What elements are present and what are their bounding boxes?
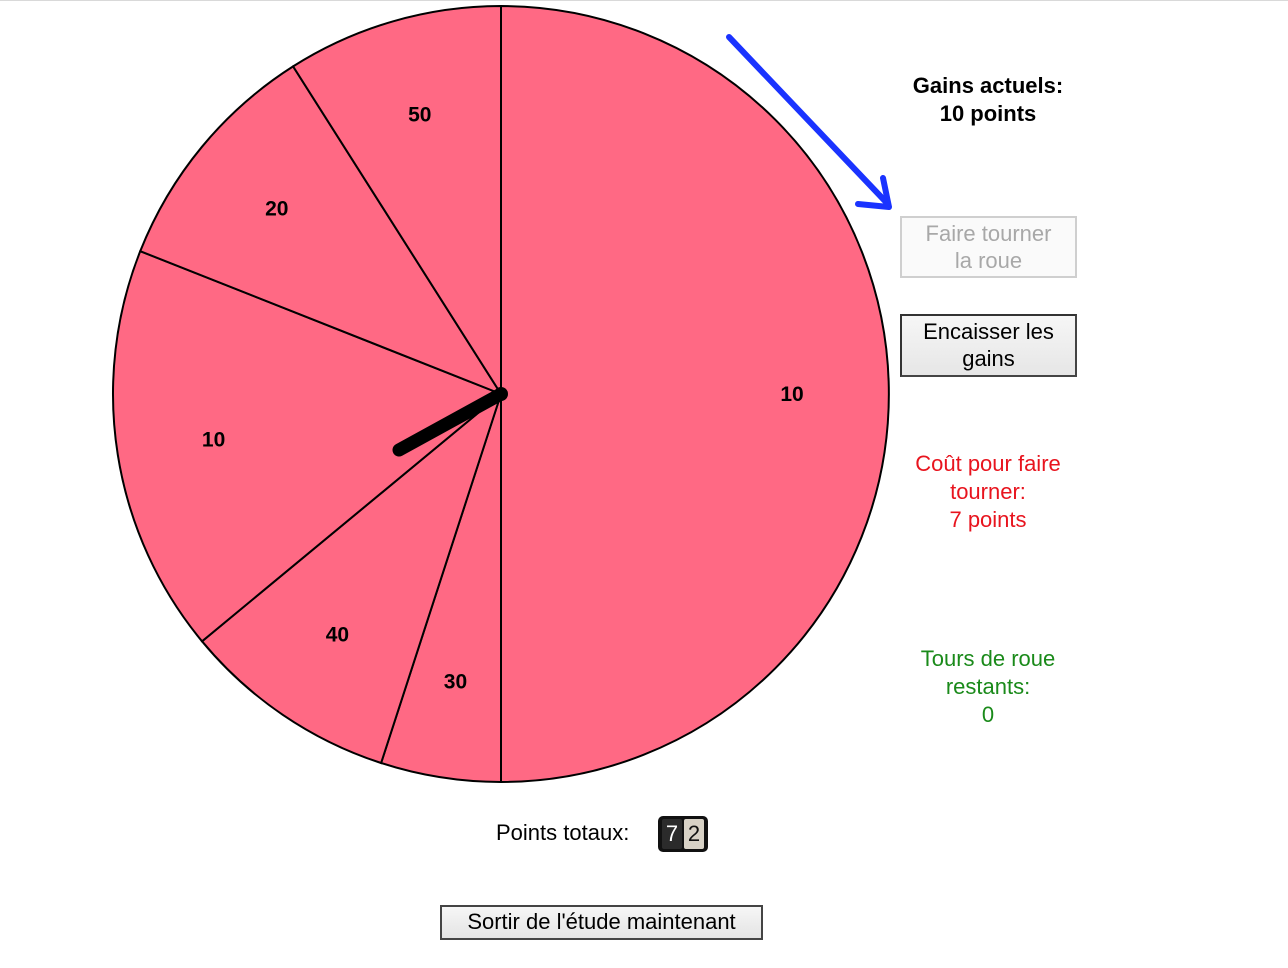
cash-out-button-line2: gains — [962, 346, 1015, 371]
top-divider — [0, 0, 1288, 1]
cash-out-button[interactable]: Encaisser les gains — [900, 314, 1077, 377]
wheel-segment-4 — [112, 249, 503, 643]
wheel-segment-label-6: 50 — [408, 104, 431, 127]
total-points-digit-1: 7 — [662, 819, 682, 849]
wheel-segment-5 — [138, 65, 504, 397]
wheel-hub — [494, 387, 508, 401]
spin-wheel-button-line2: la roue — [954, 248, 1023, 273]
wheel-segment-label-1: 10 — [780, 383, 803, 406]
wheel-segments — [112, 4, 890, 784]
arrow-icon — [726, 34, 892, 210]
wheel-segment-label-5: 20 — [265, 198, 288, 221]
wheel-segment-6 — [291, 4, 502, 398]
spin-cost: Coût pour faire tourner: 7 points — [888, 450, 1088, 534]
current-gains: Gains actuels: 10 points — [888, 72, 1088, 128]
wheel-segment-3 — [200, 391, 504, 765]
total-points-digit-2: 2 — [684, 819, 704, 849]
wheel-segment-1 — [500, 4, 890, 784]
wheel-pointer-needle — [392, 387, 508, 457]
wheel-segment-label-2: 30 — [444, 670, 467, 693]
spin-cost-line1: Coût pour faire — [915, 451, 1061, 476]
current-gains-label: Gains actuels: — [912, 73, 1064, 98]
wheel-labels: 10 30 40 10 20 50 — [202, 104, 804, 694]
remaining-turns-value: 0 — [981, 702, 995, 727]
total-points-label: Points totaux: — [496, 820, 630, 845]
spin-cost-line2: tourner: — [950, 479, 1026, 504]
remaining-turns-line1: Tours de roue — [920, 646, 1056, 671]
current-gains-value: 10 points — [939, 101, 1037, 126]
wheel-segment-label-4: 10 — [202, 429, 225, 452]
cash-out-button-line1: Encaisser les — [923, 319, 1054, 344]
remaining-turns-line2: restants: — [945, 674, 1031, 699]
exit-study-button[interactable]: Sortir de l'étude maintenant — [440, 905, 763, 940]
spin-wheel-button[interactable]: Faire tourner la roue — [900, 216, 1077, 278]
wheel-segment-label-3: 40 — [326, 624, 349, 647]
spin-wheel-button-line1: Faire tourner — [925, 221, 1052, 246]
total-points-counter: 7 2 — [658, 816, 708, 852]
spin-cost-value: 7 points — [949, 507, 1027, 532]
remaining-turns: Tours de roue restants: 0 — [888, 645, 1088, 729]
